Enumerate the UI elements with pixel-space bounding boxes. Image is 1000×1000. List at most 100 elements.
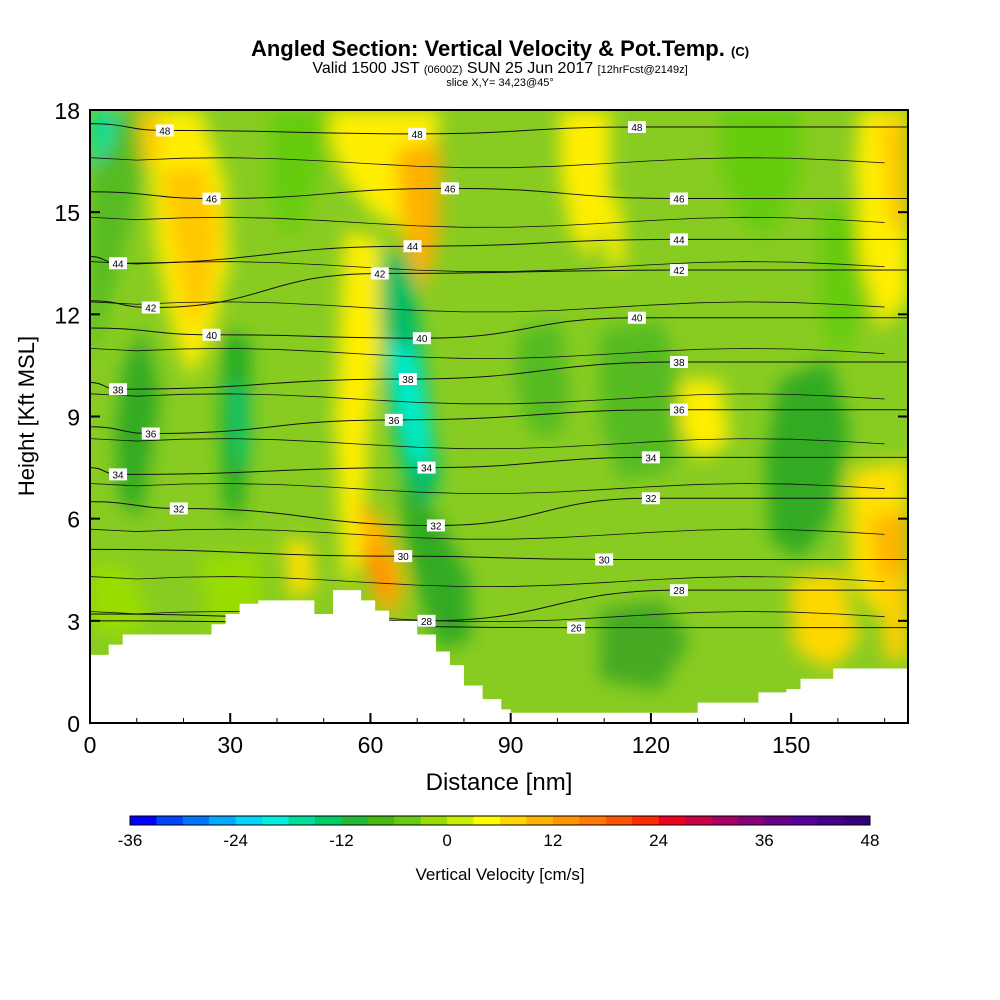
isentrope-line [90, 483, 885, 494]
isentrope-line [90, 611, 885, 622]
contour-label: 34 [641, 451, 660, 464]
contour-label: 42 [141, 301, 160, 315]
contour-label-text: 40 [631, 314, 643, 325]
colorbar-swatch [605, 816, 633, 825]
colorbar-swatch [500, 816, 527, 825]
colorbar-swatch [156, 816, 184, 825]
contour-label: 42 [370, 267, 389, 280]
y-tick-label: 18 [54, 98, 80, 124]
contour-label: 28 [417, 614, 436, 628]
contour-label: 46 [669, 192, 688, 206]
isentrope-line [90, 347, 885, 359]
x-tick-label: 30 [217, 732, 243, 758]
y-tick-label: 0 [67, 711, 80, 737]
contour-label: 30 [394, 550, 413, 563]
colorbar-swatch [552, 816, 580, 825]
x-tick-label: 60 [358, 732, 384, 758]
isentrope-line [90, 261, 885, 272]
y-tick-label: 12 [54, 302, 80, 328]
colorbar-tick-label: -36 [118, 831, 143, 850]
colorbar-swatch [182, 816, 210, 825]
contour-label: 36 [384, 413, 403, 427]
contour-label-text: 40 [416, 334, 428, 345]
contour-label-text: 42 [673, 266, 685, 277]
contour-label-text: 44 [673, 235, 685, 246]
contour-label-text: 32 [173, 504, 185, 515]
contour-label: 36 [669, 403, 688, 417]
colorbar-swatch [526, 816, 554, 825]
contour-label: 46 [202, 192, 221, 206]
contour-label: 32 [426, 519, 445, 532]
contour-label-text: 38 [673, 358, 685, 369]
colorbar-swatch [658, 816, 686, 825]
contour-label: 48 [155, 124, 174, 137]
contour-label: 40 [202, 328, 221, 342]
contour-label: 32 [641, 492, 660, 505]
contour-label: 36 [141, 427, 160, 441]
contour-label-text: 46 [206, 195, 218, 206]
contour-label: 44 [403, 240, 422, 253]
y-axis-label: Height [Kft MSL] [14, 336, 39, 496]
contour-label: 42 [669, 264, 688, 277]
colorbar-tick-label: 12 [543, 831, 562, 850]
contour-label-text: 36 [388, 416, 400, 427]
colorbar-swatch [209, 816, 237, 825]
contour-label: 26 [567, 621, 586, 635]
isentrope-line [90, 317, 908, 339]
colorbar-swatch [790, 816, 818, 825]
contour-label: 38 [398, 373, 417, 386]
contour-label-text: 46 [673, 195, 685, 206]
contour-label-text: 30 [599, 556, 611, 567]
colorbar-tick-label: 0 [442, 831, 451, 850]
contour-label: 28 [669, 584, 688, 597]
contour-label-text: 34 [112, 470, 124, 481]
isentrope-line [90, 548, 908, 561]
colorbar-swatch [843, 816, 871, 825]
colorbar-swatch [737, 816, 765, 825]
colorbar-swatch [473, 816, 501, 825]
colorbar-swatch [341, 816, 369, 825]
colorbar-swatch [420, 816, 448, 825]
contour-label-text: 38 [112, 385, 124, 396]
y-tick-label: 3 [67, 609, 80, 635]
contour-label: 34 [109, 468, 128, 481]
contour-label-text: 48 [159, 126, 171, 137]
colorbar-swatch [447, 816, 475, 825]
contour-label-text: 32 [430, 521, 442, 532]
contour-label: 30 [595, 553, 614, 567]
contour-label-text: 44 [407, 242, 419, 253]
chart-subtitle: Valid 1500 JST (0600Z) SUN 25 Jun 2017 [… [312, 60, 688, 77]
terrain-mask [90, 590, 908, 723]
colorbar-swatch [579, 816, 607, 825]
contour-label-text: 36 [673, 406, 685, 417]
colorbar-tick-label: 24 [649, 831, 668, 850]
contour-label-text: 48 [412, 130, 424, 141]
colorbar-swatch [764, 816, 792, 825]
contour-label-text: 48 [631, 123, 643, 134]
colorbar-swatch [262, 816, 290, 825]
colorbar-frame [129, 815, 871, 826]
colorbar-swatch [685, 816, 712, 825]
contour-label-text: 30 [398, 552, 410, 563]
x-axis: 0 30 60 90 120 150 [84, 713, 886, 758]
contour-label-text: 42 [145, 304, 157, 315]
y-tick-label: 9 [67, 405, 80, 431]
isentrope-line [90, 528, 885, 540]
x-tick-label: 150 [772, 732, 810, 758]
colorbar-swatch [288, 816, 316, 825]
contour-label-text: 44 [112, 259, 124, 270]
colorbar-label: Vertical Velocity [cm/s] [415, 865, 584, 884]
contour-label-text: 28 [673, 586, 685, 597]
contour-label: 48 [408, 127, 427, 141]
x-tick-label: 0 [84, 732, 97, 758]
contour-label: 40 [412, 332, 431, 345]
isentrope-line [90, 187, 908, 200]
colorbar-tick-label: -12 [329, 831, 354, 850]
x-tick-label: 90 [498, 732, 524, 758]
colorbar-swatch [711, 816, 739, 825]
contour-label-group: 48 48 48 46 46 46 44 44 44 42 42 42 40 40 40 38 38 38 36 36… [109, 121, 688, 635]
isentrope-line [90, 438, 885, 450]
colorbar: -36 -24 -12 0 12 24 36 48 [118, 815, 879, 850]
contour-label-text: 32 [645, 494, 657, 505]
